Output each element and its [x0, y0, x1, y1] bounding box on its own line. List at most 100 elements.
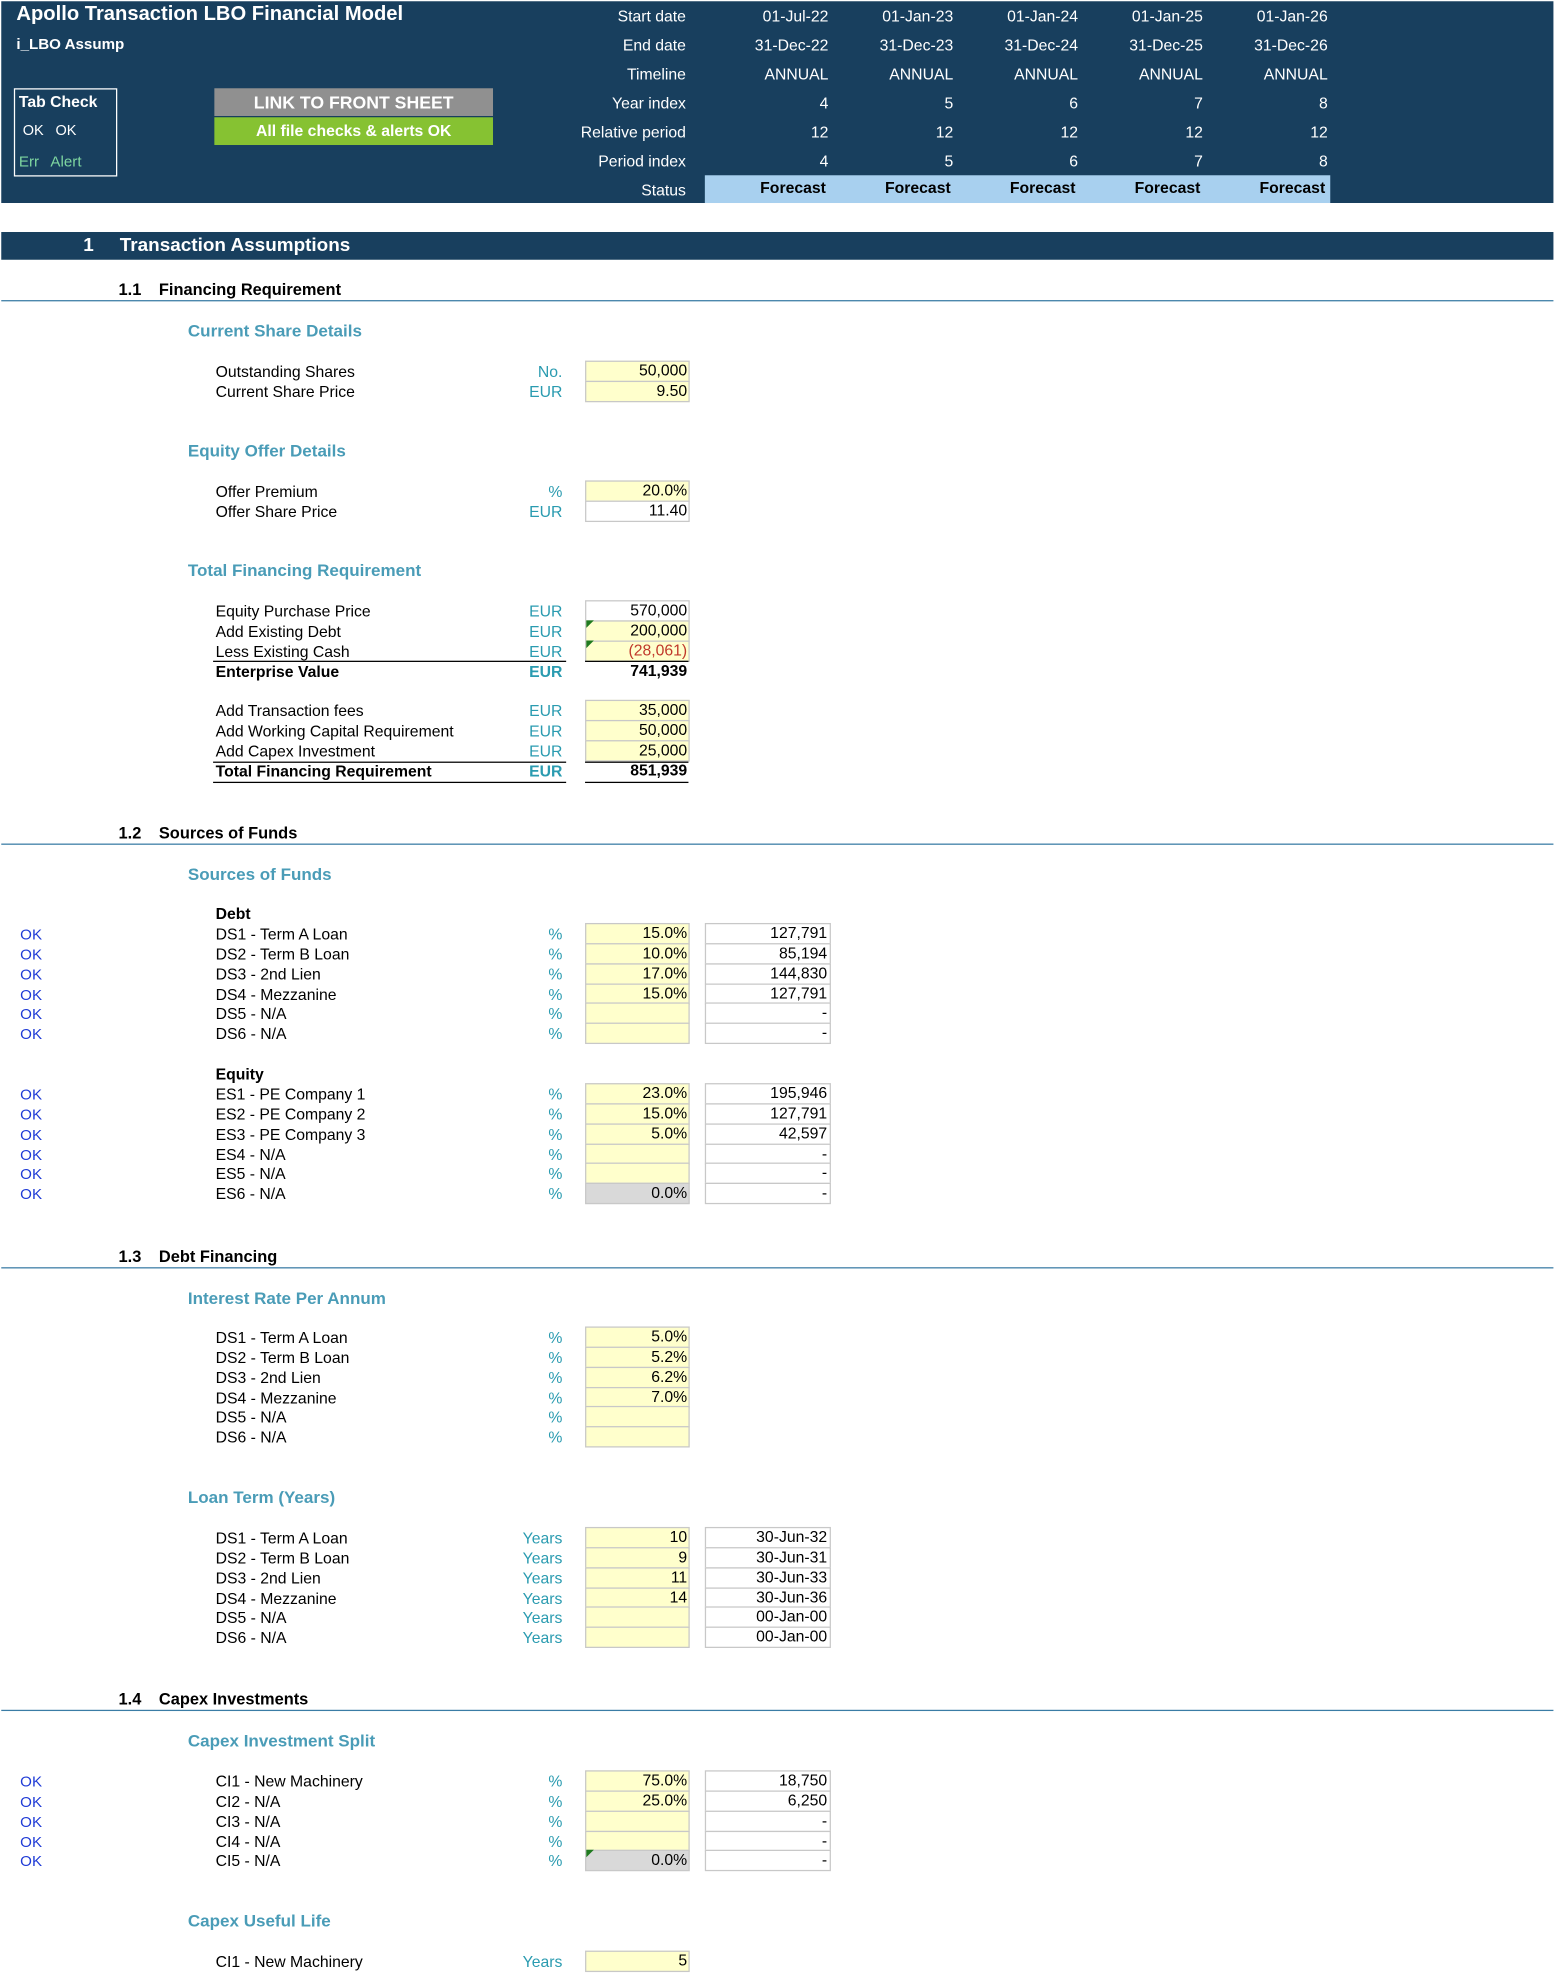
input-cell[interactable]: 5.0%: [585, 1123, 690, 1145]
check-flag: OK: [20, 1792, 43, 1811]
input-cell[interactable]: 25.0%: [585, 1790, 690, 1812]
input-cell[interactable]: 14: [585, 1587, 690, 1609]
input-cell[interactable]: [585, 1606, 690, 1628]
input-cell[interactable]: 9: [585, 1547, 690, 1569]
row-label: Add Transaction fees: [215, 702, 364, 720]
period-start: 01-Jul-22: [762, 7, 829, 26]
period-year-index: 7: [1194, 94, 1203, 113]
input-cell[interactable]: 0.0%: [585, 1849, 690, 1872]
unit-label: Years: [522, 1549, 563, 1568]
unit-label: %: [548, 1025, 563, 1043]
input-cell[interactable]: 570,000: [585, 600, 690, 622]
input-cell[interactable]: 35,000: [585, 699, 690, 722]
row-label: Offer Share Price: [215, 503, 338, 521]
input-cell[interactable]: [585, 1022, 690, 1045]
input-cell[interactable]: [585, 1626, 690, 1648]
unit-label: EUR: [529, 762, 563, 781]
period-timeline: ANNUAL: [764, 65, 829, 84]
unit-label: EUR: [529, 742, 563, 761]
maturity-cell: 00-Jan-00: [704, 1606, 831, 1628]
period-relative: 12: [1060, 123, 1079, 142]
calc-cell: 127,791: [704, 922, 831, 945]
input-cell[interactable]: 0.0%: [585, 1182, 690, 1205]
subsection-number-1-4: 1.4: [118, 1689, 142, 1709]
check-flag: OK: [20, 1125, 43, 1144]
input-cell[interactable]: 50,000: [585, 719, 690, 742]
input-cell[interactable]: [585, 1162, 690, 1184]
equity-heading: Equity: [215, 1065, 264, 1084]
input-cell[interactable]: 5: [585, 1950, 690, 1973]
period-end: 31-Dec-25: [1129, 36, 1203, 55]
link-to-front-sheet-button[interactable]: LINK TO FRONT SHEET: [214, 88, 494, 117]
check-flag: OK: [20, 1185, 43, 1203]
input-cell[interactable]: 15.0%: [585, 1103, 690, 1125]
period-timeline: ANNUAL: [1014, 65, 1079, 84]
row-label: ES3 - PE Company 3: [215, 1125, 366, 1144]
input-cell[interactable]: 15.0%: [585, 983, 690, 1005]
unit-label: %: [548, 1408, 563, 1427]
unit-label: Years: [522, 1529, 563, 1548]
label-start-date: Start date: [617, 7, 686, 26]
label-relative-period: Relative period: [580, 123, 686, 142]
input-cell[interactable]: 50,000: [585, 360, 690, 383]
unit-label: %: [548, 1328, 563, 1347]
period-status: Forecast: [1009, 179, 1076, 197]
check-flag: OK: [20, 1146, 43, 1164]
subsection-divider: [1, 1267, 1554, 1269]
row-label: ES6 - N/A: [215, 1185, 286, 1203]
row-label: ES4 - N/A: [215, 1146, 286, 1164]
subsection-number-1-2: 1.2: [118, 823, 142, 843]
subsection-title-1-1: Financing Requirement: [158, 279, 342, 299]
cell-comment-marker: [586, 620, 594, 628]
period-year-index: 5: [944, 94, 954, 113]
input-cell[interactable]: [585, 1426, 690, 1448]
row-label: ES5 - N/A: [215, 1165, 286, 1183]
row-label: Current Share Price: [215, 383, 355, 401]
unit-label: %: [548, 1165, 563, 1183]
unit-label: No.: [537, 363, 563, 381]
input-cell[interactable]: [585, 1405, 690, 1428]
input-cell[interactable]: 9.50: [585, 380, 690, 403]
input-cell[interactable]: 20.0%: [585, 480, 690, 502]
label-timeline: Timeline: [626, 65, 686, 84]
tab-check-ok-2: OK: [55, 123, 77, 139]
input-cell[interactable]: 11: [585, 1567, 690, 1589]
check-flag: OK: [20, 945, 43, 964]
input-cell[interactable]: 200,000: [585, 620, 690, 642]
period-start: 01-Jan-24: [1007, 7, 1079, 26]
input-cell[interactable]: 17.0%: [585, 963, 690, 985]
check-flag: OK: [20, 1004, 43, 1023]
input-cell[interactable]: 5.0%: [585, 1326, 690, 1348]
check-flag: OK: [20, 1852, 43, 1870]
input-cell[interactable]: 11.40: [585, 500, 690, 523]
input-cell[interactable]: 15.0%: [585, 922, 690, 945]
row-label: DS5 - N/A: [215, 1004, 287, 1023]
calc-cell: 144,830: [704, 963, 831, 985]
input-cell[interactable]: (28,061): [585, 640, 690, 662]
input-cell[interactable]: 5.2%: [585, 1346, 690, 1369]
input-cell[interactable]: 23.0%: [585, 1083, 690, 1105]
row-label: DS5 - N/A: [215, 1408, 287, 1427]
check-flag: OK: [20, 986, 43, 1004]
input-cell[interactable]: 10.0%: [585, 943, 690, 965]
input-cell[interactable]: 10: [585, 1526, 690, 1549]
row-label: Add Working Capital Requirement: [215, 722, 454, 741]
input-cell[interactable]: 25,000: [585, 740, 690, 762]
input-cell[interactable]: [585, 1810, 690, 1833]
input-cell[interactable]: 75.0%: [585, 1770, 690, 1792]
row-label: DS3 - 2nd Lien: [215, 965, 321, 984]
unit-label: EUR: [529, 663, 563, 681]
period-period-index: 4: [819, 152, 829, 171]
calc-cell: 127,791: [704, 1103, 831, 1125]
sheet-name: i_LBO Assump: [16, 35, 125, 53]
cell-comment-marker: [586, 1849, 594, 1858]
calc-cell: -: [704, 1162, 831, 1184]
unit-label: Years: [522, 1589, 563, 1608]
maturity-cell: 00-Jan-00: [704, 1626, 831, 1648]
status-bar: [704, 175, 1331, 204]
subsection-number-1-1: 1.1: [118, 279, 142, 299]
input-cell[interactable]: [585, 1002, 690, 1024]
check-flag: OK: [20, 1025, 43, 1043]
period-year-index: 4: [819, 94, 829, 113]
input-cell[interactable]: 6.2%: [585, 1366, 690, 1389]
